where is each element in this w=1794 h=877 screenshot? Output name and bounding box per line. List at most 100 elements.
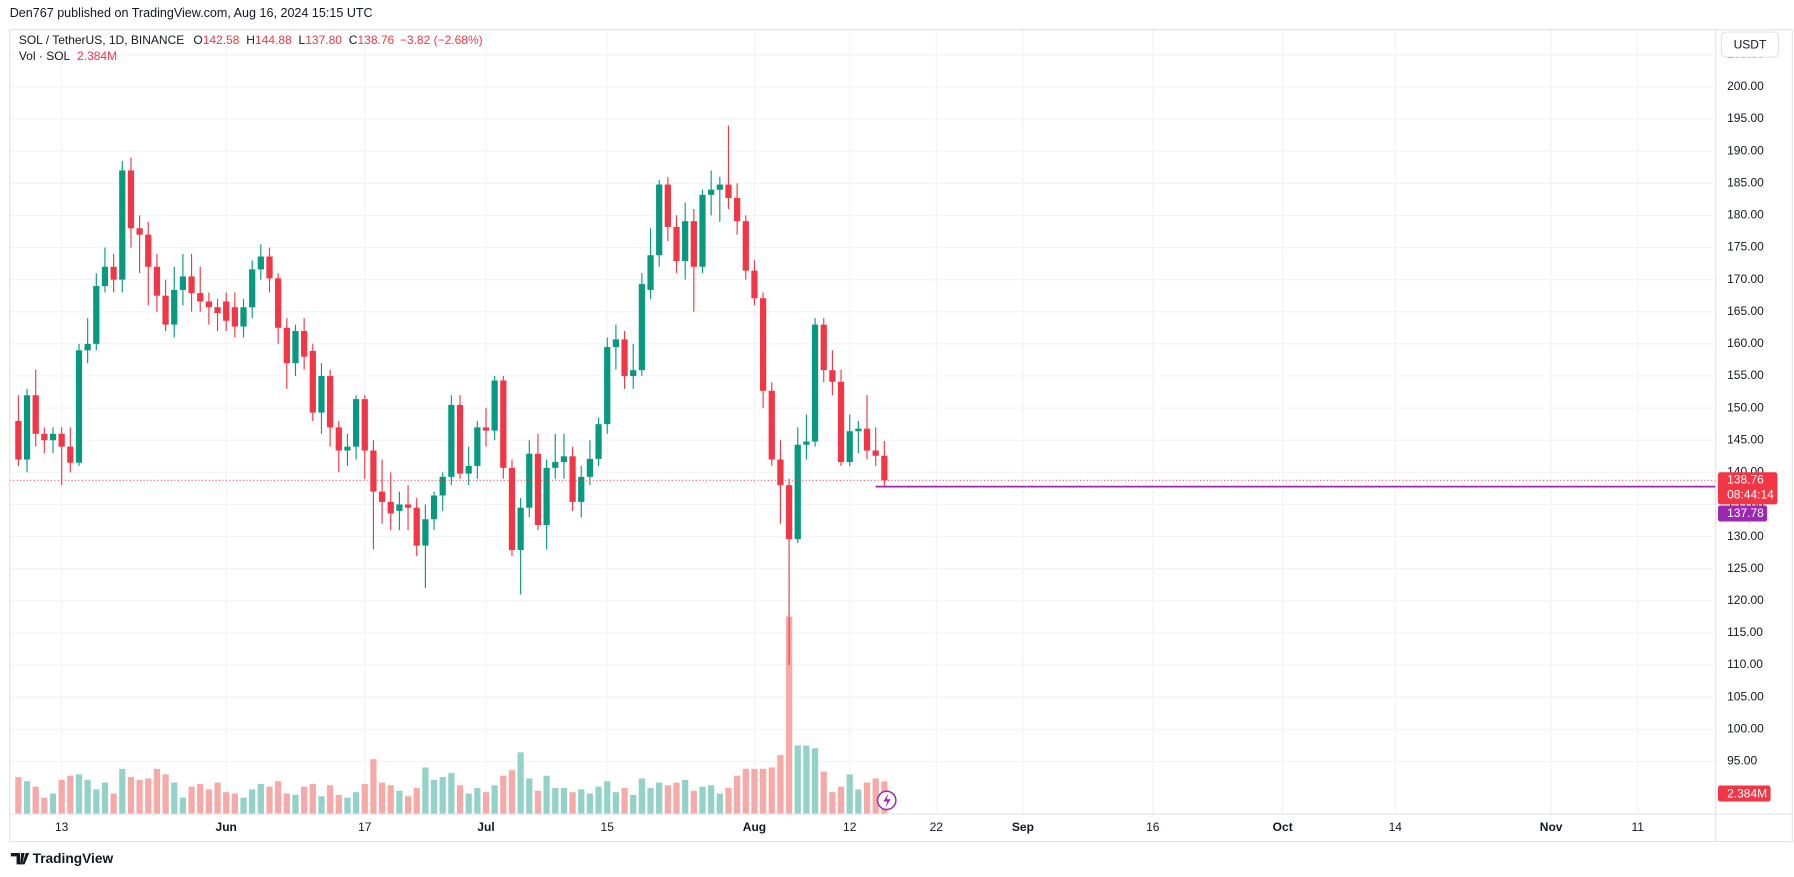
volume-bar <box>759 768 767 815</box>
logo-text: TradingView <box>33 851 114 866</box>
x-tick-label: Jul <box>477 820 494 834</box>
volume-bar <box>708 785 715 815</box>
candle-body <box>621 339 628 376</box>
candle-body <box>456 404 464 474</box>
candle-body <box>23 395 31 460</box>
volume-bar <box>586 793 594 815</box>
candle-body <box>716 184 723 190</box>
candle-body <box>855 428 862 432</box>
volume-bar <box>482 792 490 815</box>
candle-body <box>119 170 126 280</box>
volume-bar <box>370 759 377 815</box>
y-tick-label: 100.00 <box>1727 721 1764 735</box>
volume-bar <box>318 796 325 815</box>
y-tick-label: 170.00 <box>1727 272 1764 286</box>
volume-bar <box>690 790 697 815</box>
y-tick-label: 195.00 <box>1727 111 1764 125</box>
y-tick-label: 125.00 <box>1727 561 1764 575</box>
volume-bar <box>240 797 247 815</box>
volume-bar <box>378 782 386 815</box>
candle-body <box>171 289 178 325</box>
volume-bar <box>777 755 784 815</box>
legend-symbol: SOL / TetherUS, 1D, BINANCE <box>19 33 184 47</box>
volume-bar <box>153 768 161 815</box>
candle-body <box>482 427 490 431</box>
candle-body <box>829 370 836 382</box>
volume-bar <box>811 748 819 815</box>
candle-body <box>136 228 143 235</box>
candle-body <box>344 446 351 451</box>
volume-bar <box>785 616 793 815</box>
candle-body <box>145 234 152 267</box>
candle-body <box>352 399 360 447</box>
candle-body <box>231 307 238 327</box>
volume-bar <box>49 793 57 815</box>
y-tick-label: 120.00 <box>1727 593 1764 607</box>
candle-body <box>101 266 109 287</box>
volume-bar <box>647 788 654 815</box>
candle-body <box>690 221 697 267</box>
x-tick-label: 11 <box>1632 820 1645 834</box>
candle-body <box>742 221 749 271</box>
candle-body <box>361 399 368 451</box>
candle-body <box>664 184 671 227</box>
volume-bar <box>456 785 464 815</box>
volume-bar <box>569 792 576 815</box>
y-tick-label: 115.00 <box>1727 625 1763 639</box>
volume-bar <box>101 782 109 815</box>
candle-body <box>301 331 308 357</box>
candle-body <box>240 307 247 327</box>
volume-bar <box>404 796 412 815</box>
volume-bar <box>110 793 117 815</box>
candle-body <box>179 276 187 290</box>
volume-legend: Vol · SOL 2.384M <box>19 49 117 63</box>
volume-bar <box>474 788 481 815</box>
x-tick-label: 16 <box>1146 820 1160 834</box>
last-price-badge <box>1717 472 1778 505</box>
candle-body <box>223 301 230 321</box>
candle-body <box>586 458 594 477</box>
candle-body <box>41 433 48 441</box>
volume-bar <box>621 788 628 815</box>
volume-bar <box>75 774 83 815</box>
volume-bar <box>534 790 542 815</box>
y-tick-label: 160.00 <box>1727 336 1764 350</box>
candle-body <box>526 453 533 508</box>
volume-bar <box>500 775 507 815</box>
volume-bar <box>84 779 91 815</box>
candle-body <box>794 444 801 540</box>
candle-body <box>283 327 290 364</box>
volume-bar <box>15 777 22 815</box>
volume-bar <box>742 768 749 815</box>
volume-bar <box>664 785 671 815</box>
candle-body <box>630 370 637 376</box>
volume-bar <box>682 779 689 815</box>
x-tick-label: 22 <box>930 820 944 834</box>
volume-bar <box>794 745 801 815</box>
y-tick-label: 175.00 <box>1727 240 1764 254</box>
currency-button[interactable] <box>1720 31 1780 58</box>
candle-body <box>448 404 455 477</box>
candle-body <box>396 504 403 511</box>
candle-body <box>552 462 559 468</box>
y-tick-label: 110.00 <box>1727 657 1763 671</box>
candle-body <box>127 170 135 229</box>
volume-bar <box>127 777 135 815</box>
currency-label[interactable]: USDT <box>1734 37 1767 51</box>
x-tick-label: Nov <box>1540 820 1563 834</box>
volume-pane <box>15 616 888 815</box>
volume-bar <box>630 794 637 815</box>
volume-bar <box>352 792 360 815</box>
volume-bar <box>517 752 524 815</box>
candle-body <box>188 276 195 294</box>
y-tick-label: 185.00 <box>1727 175 1764 189</box>
candle-body <box>318 375 325 413</box>
candle-body <box>153 266 161 296</box>
x-tick-label: 15 <box>601 820 615 834</box>
candle-body <box>474 427 481 466</box>
volume-bar <box>162 774 169 815</box>
grid <box>9 29 1716 815</box>
volume-bar <box>491 785 498 815</box>
candle-body <box>162 295 169 325</box>
volume-bar <box>430 779 438 815</box>
